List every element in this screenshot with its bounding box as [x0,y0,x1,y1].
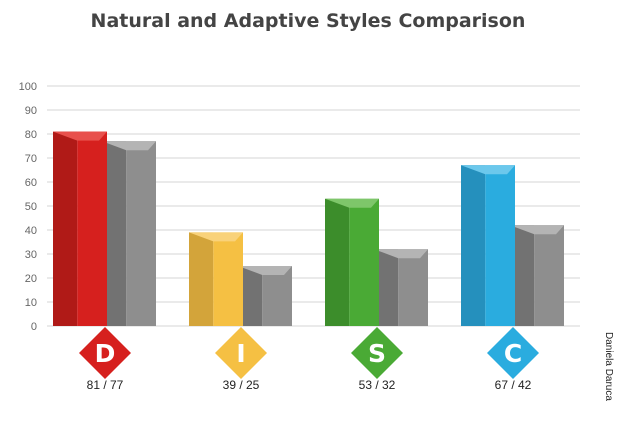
adaptive-bar-d-front [126,141,156,326]
adaptive-bar-s-top [374,249,428,259]
y-tick-label: 80 [25,129,37,141]
adaptive-bar-i-top [238,266,292,275]
adaptive-bar-i-front [262,266,292,326]
y-tick-label: 40 [25,225,37,237]
natural-bar-d-top [53,131,107,141]
y-tick-label: 100 [19,81,37,93]
y-tick-label: 70 [25,153,37,165]
natural-bar-i-top [189,232,243,242]
natural-bar-c-front [485,165,515,326]
natural-bar-i-side [189,232,214,326]
natural-bar-s-front [349,198,379,326]
category-badge-s [351,327,403,379]
y-tick-label: 10 [25,297,37,309]
natural-bar-d-side [53,131,78,326]
value-label-c: 67 / 42 [495,378,532,392]
natural-bar-s-top [325,198,379,208]
adaptive-bar-s-front [398,249,428,326]
adaptive-bar-c-top [510,225,564,235]
natural-bar-c-top [461,165,515,175]
y-tick-label: 30 [25,249,37,261]
value-label-i: 39 / 25 [223,378,260,392]
y-tick-label: 0 [31,321,37,333]
category-badge-c [487,327,539,379]
y-tick-label: 20 [25,273,37,285]
y-tick-label: 60 [25,177,37,189]
natural-bar-c-side [461,165,486,326]
chart-title: Natural and Adaptive Styles Comparison [90,10,526,32]
value-label-d: 81 / 77 [87,378,124,392]
category-letter-s: S [368,339,386,368]
adaptive-bar-d-top [102,141,156,151]
natural-bar-d-front [77,131,107,326]
y-tick-label: 90 [25,105,37,117]
natural-bar-i-front [213,232,243,326]
category-letter-c: C [504,339,522,368]
value-label-s: 53 / 32 [359,378,396,392]
category-badge-i [215,327,267,379]
y-tick-label: 50 [25,201,37,213]
category-badge-d [79,327,131,379]
category-letter-d: D [95,339,116,368]
natural-bar-s-side [325,198,350,326]
adaptive-bar-c-front [534,225,564,326]
category-letter-i: I [236,339,245,368]
